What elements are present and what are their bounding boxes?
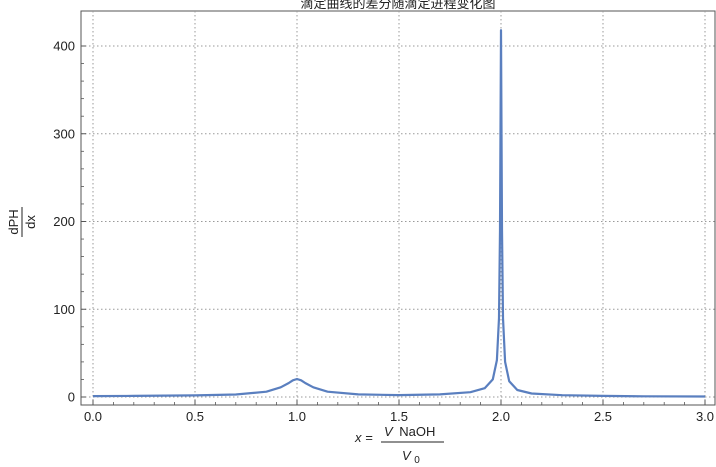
x-tick-label: 3.0 [696, 409, 714, 424]
chart-title: 滴定曲线的差分随滴定进程变化图 [300, 0, 495, 12]
ticks [81, 45, 706, 405]
series-line [92, 29, 706, 398]
y-label-numerator: dPH [6, 209, 21, 234]
y-tick-label: 400 [53, 39, 75, 54]
x-tick-labels: 0.0 0.5 1.0 1.5 2.0 2.5 3.0 [84, 409, 714, 424]
series [92, 29, 706, 398]
x-label-denominator: V 0 [402, 448, 420, 466]
y-axis-label: dPH dx [6, 207, 38, 237]
x-tick-label: 2.5 [594, 409, 612, 424]
plot-frame [80, 10, 716, 406]
y-tick-label: 0 [68, 390, 75, 405]
grid [81, 11, 715, 405]
x-axis-label: x = V NaOH V 0 [354, 424, 444, 466]
y-tick-labels: 0 100 200 300 400 [53, 39, 75, 405]
y-tick-label: 300 [53, 126, 75, 141]
y-tick-label: 100 [53, 302, 75, 317]
x-tick-label: 0.0 [84, 409, 102, 424]
x-tick-label: 1.5 [390, 409, 408, 424]
x-label-prefix-text: x = [354, 430, 373, 445]
x-tick-label: 1.0 [288, 409, 306, 424]
y-tick-label: 200 [53, 214, 75, 229]
x-label-prefix: x = [354, 430, 373, 445]
y-label-denominator: dx [23, 215, 38, 229]
x-tick-label: 0.5 [186, 409, 204, 424]
x-tick-label: 2.0 [492, 409, 510, 424]
x-label-numerator: V NaOH [384, 424, 435, 439]
